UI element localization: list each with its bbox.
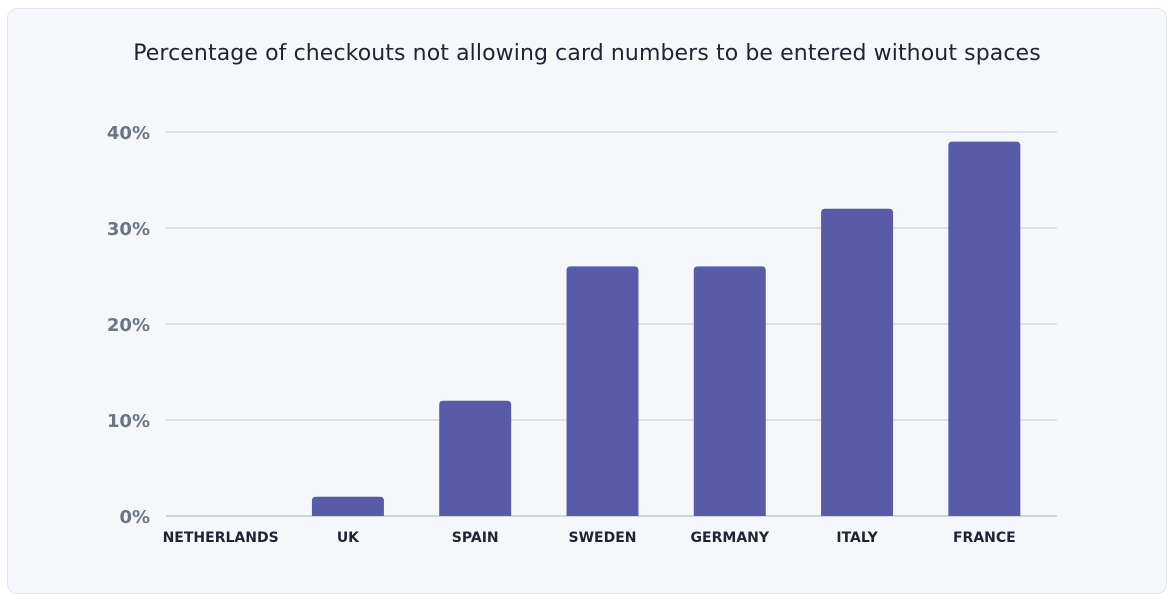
bar-germany (693, 266, 766, 516)
x-tick-label: FRANCE (953, 530, 1016, 546)
bar-uk (311, 496, 384, 516)
bar-sweden (566, 266, 639, 516)
bar-france (948, 141, 1021, 516)
y-tick-label: 0% (119, 507, 150, 528)
x-tick-label: SWEDEN (569, 530, 637, 546)
bar-italy (821, 208, 894, 517)
y-tick-label: 40% (107, 123, 150, 144)
x-tick-label: UK (337, 530, 360, 546)
x-tick-label: NETHERLANDS (163, 530, 279, 546)
y-tick-label: 20% (107, 315, 150, 336)
x-tick-label: ITALY (836, 530, 878, 546)
y-tick-label: 30% (107, 219, 150, 240)
y-tick-label: 10% (107, 411, 150, 432)
x-tick-label: SPAIN (452, 530, 499, 546)
chart-title: Percentage of checkouts not allowing car… (133, 41, 1041, 66)
bar-spain (439, 400, 512, 516)
x-tick-label: GERMANY (691, 530, 770, 546)
